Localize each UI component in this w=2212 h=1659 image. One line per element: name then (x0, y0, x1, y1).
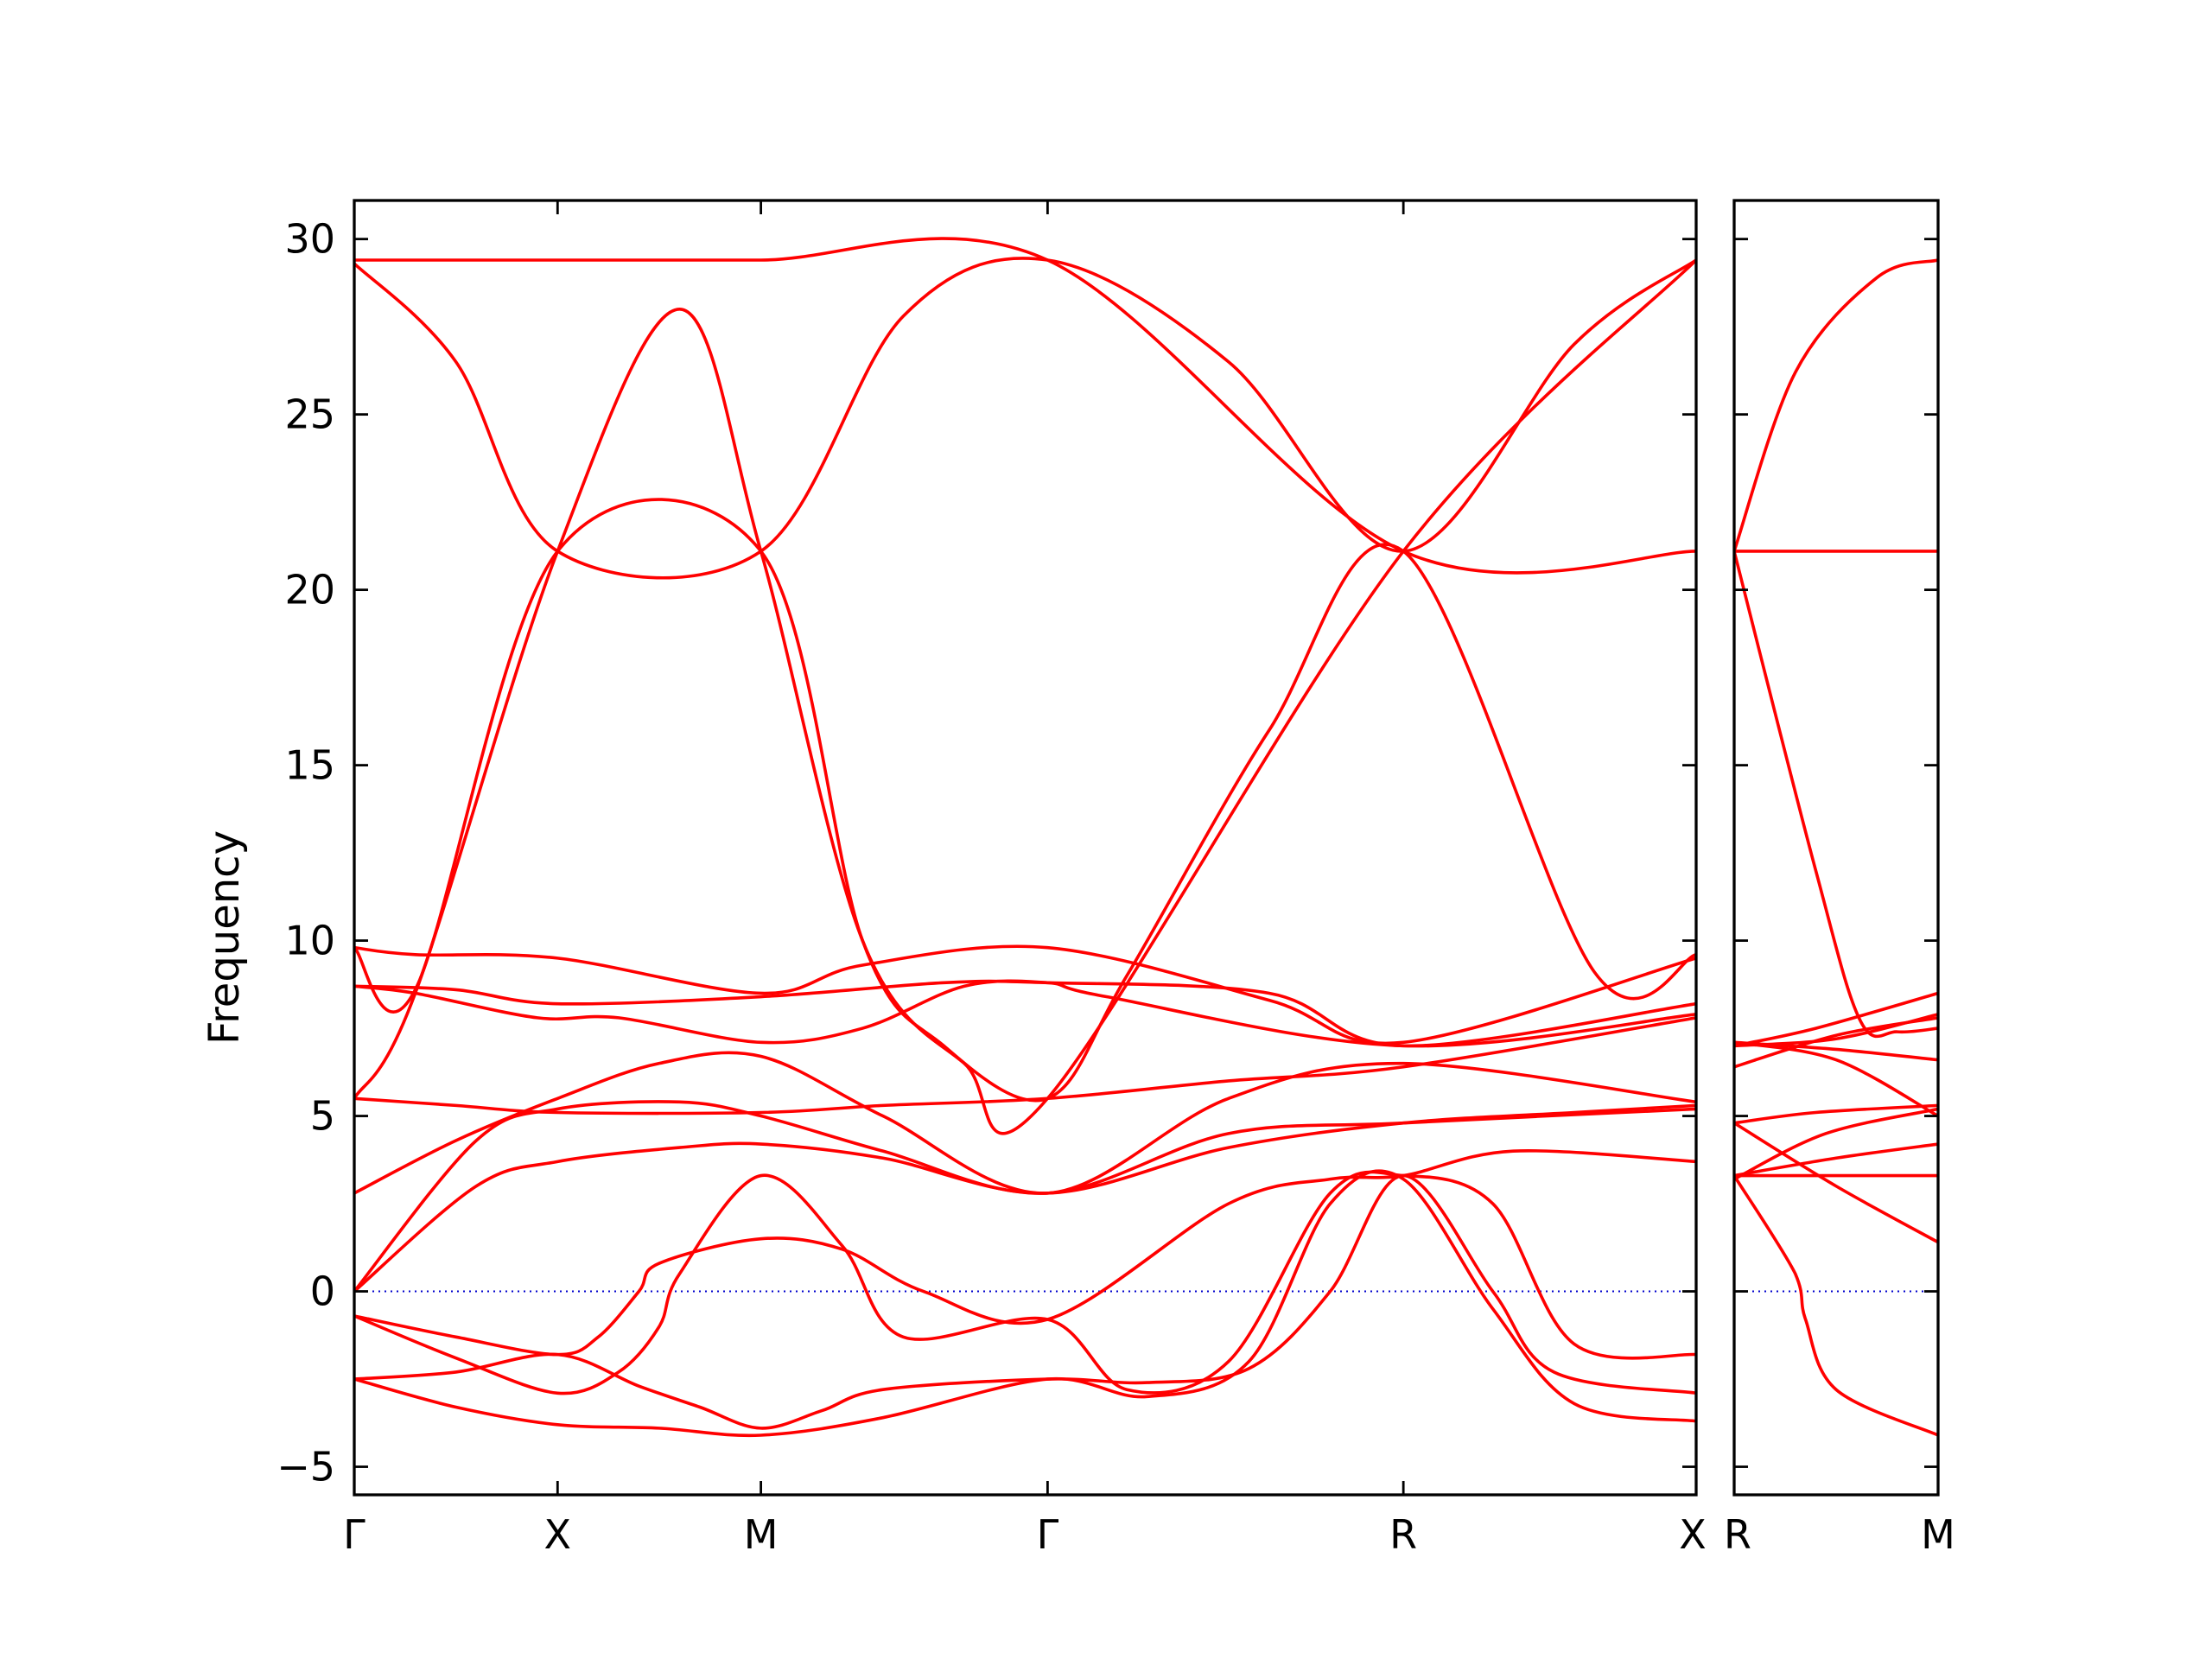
x-tick-label-X: X (1679, 1511, 1707, 1558)
band-group (354, 237, 1696, 1438)
band-line-14 (1734, 1173, 1938, 1437)
band-line-11 (1734, 1142, 1938, 1178)
band-line-7 (354, 979, 1696, 1048)
band-line-11 (354, 1103, 1696, 1294)
band-line-9 (354, 1051, 1696, 1195)
band-line-8 (1734, 1040, 1938, 1118)
band-line-10 (354, 1100, 1696, 1294)
band-line-12 (354, 1149, 1696, 1357)
y-tick-label: −5 (276, 1444, 335, 1491)
y-tick-label: 25 (284, 391, 335, 438)
band-group (1734, 258, 1938, 1437)
plot-frame (1732, 199, 1940, 1497)
band-line-15 (354, 1169, 1696, 1438)
band-line-7 (1734, 1016, 1938, 1069)
x-tick-label-Γ: Γ (343, 1511, 365, 1558)
band-line-4 (1734, 991, 1938, 1048)
y-tick-label: 5 (310, 1093, 335, 1140)
band-line-3 (1734, 550, 1938, 1039)
band-line-2 (354, 257, 1696, 580)
band-line-5 (354, 944, 1696, 1046)
band-line-13 (1734, 1107, 1938, 1181)
x-tick-label-X: X (544, 1511, 572, 1558)
band-line-13 (354, 1170, 1696, 1395)
main-panel: −5 0 5 10 15 20 25 30 Γ X M Γ R X (276, 199, 1707, 1558)
x-tick-label-Γ: Γ (1037, 1511, 1059, 1558)
x-tick-label-R: R (1724, 1511, 1751, 1558)
band-line-1 (1734, 258, 1938, 553)
band-line-6 (354, 979, 1696, 1048)
plot-frame (353, 199, 1698, 1497)
band-line-1 (354, 237, 1696, 575)
band-line-14 (354, 1173, 1696, 1430)
x-tick-label-M: M (1921, 1511, 1955, 1558)
x-tick-label-M: M (744, 1511, 779, 1558)
y-tick-label: 10 (284, 918, 335, 964)
x-tick-label-R: R (1389, 1511, 1417, 1558)
band-line-3 (354, 258, 1696, 1135)
y-tick-label: 30 (284, 216, 335, 263)
y-tick-label: 0 (310, 1268, 335, 1315)
band-line-8 (354, 1016, 1696, 1116)
band-line-4 (354, 498, 1696, 1103)
y-tick-label: 20 (284, 567, 335, 613)
y-tick-label: 15 (284, 742, 335, 789)
band-line-9 (1734, 1103, 1938, 1125)
band-line-10 (1734, 1121, 1938, 1244)
y-axis-label: Frequency (200, 830, 249, 1045)
